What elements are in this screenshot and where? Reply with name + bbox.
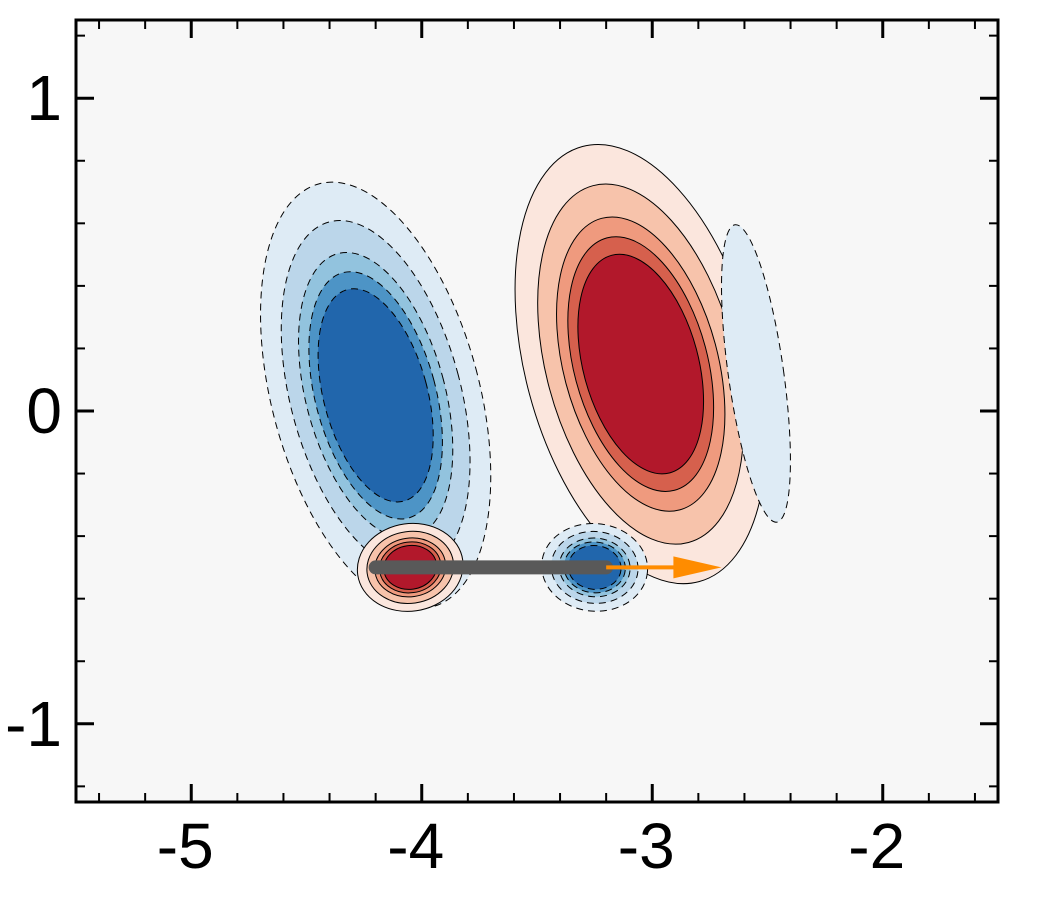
- vortex-upper-positive: [514, 144, 767, 585]
- x-tick-label: -3: [618, 810, 675, 882]
- contour-level-5: [577, 253, 705, 475]
- contour-layer: [260, 144, 791, 612]
- tick-layer: -5 -4 -3 -2 1 0 -1: [5, 20, 998, 882]
- y-tick-label: 0: [26, 375, 62, 447]
- x-tick-label: -4: [387, 810, 444, 882]
- contour-level-5: [317, 288, 434, 503]
- x-tick-label: -2: [848, 810, 905, 882]
- motion-arrow-head: [673, 556, 722, 579]
- y-tick-label: 1: [26, 62, 62, 134]
- vortex-upper-negative: [260, 181, 492, 610]
- vortex-far-right-negative: [721, 224, 791, 523]
- y-tick-label: -1: [5, 688, 62, 760]
- overlay-layer: [368, 556, 722, 579]
- x-tick-label: -5: [157, 810, 214, 882]
- contour-level-1: [721, 224, 791, 523]
